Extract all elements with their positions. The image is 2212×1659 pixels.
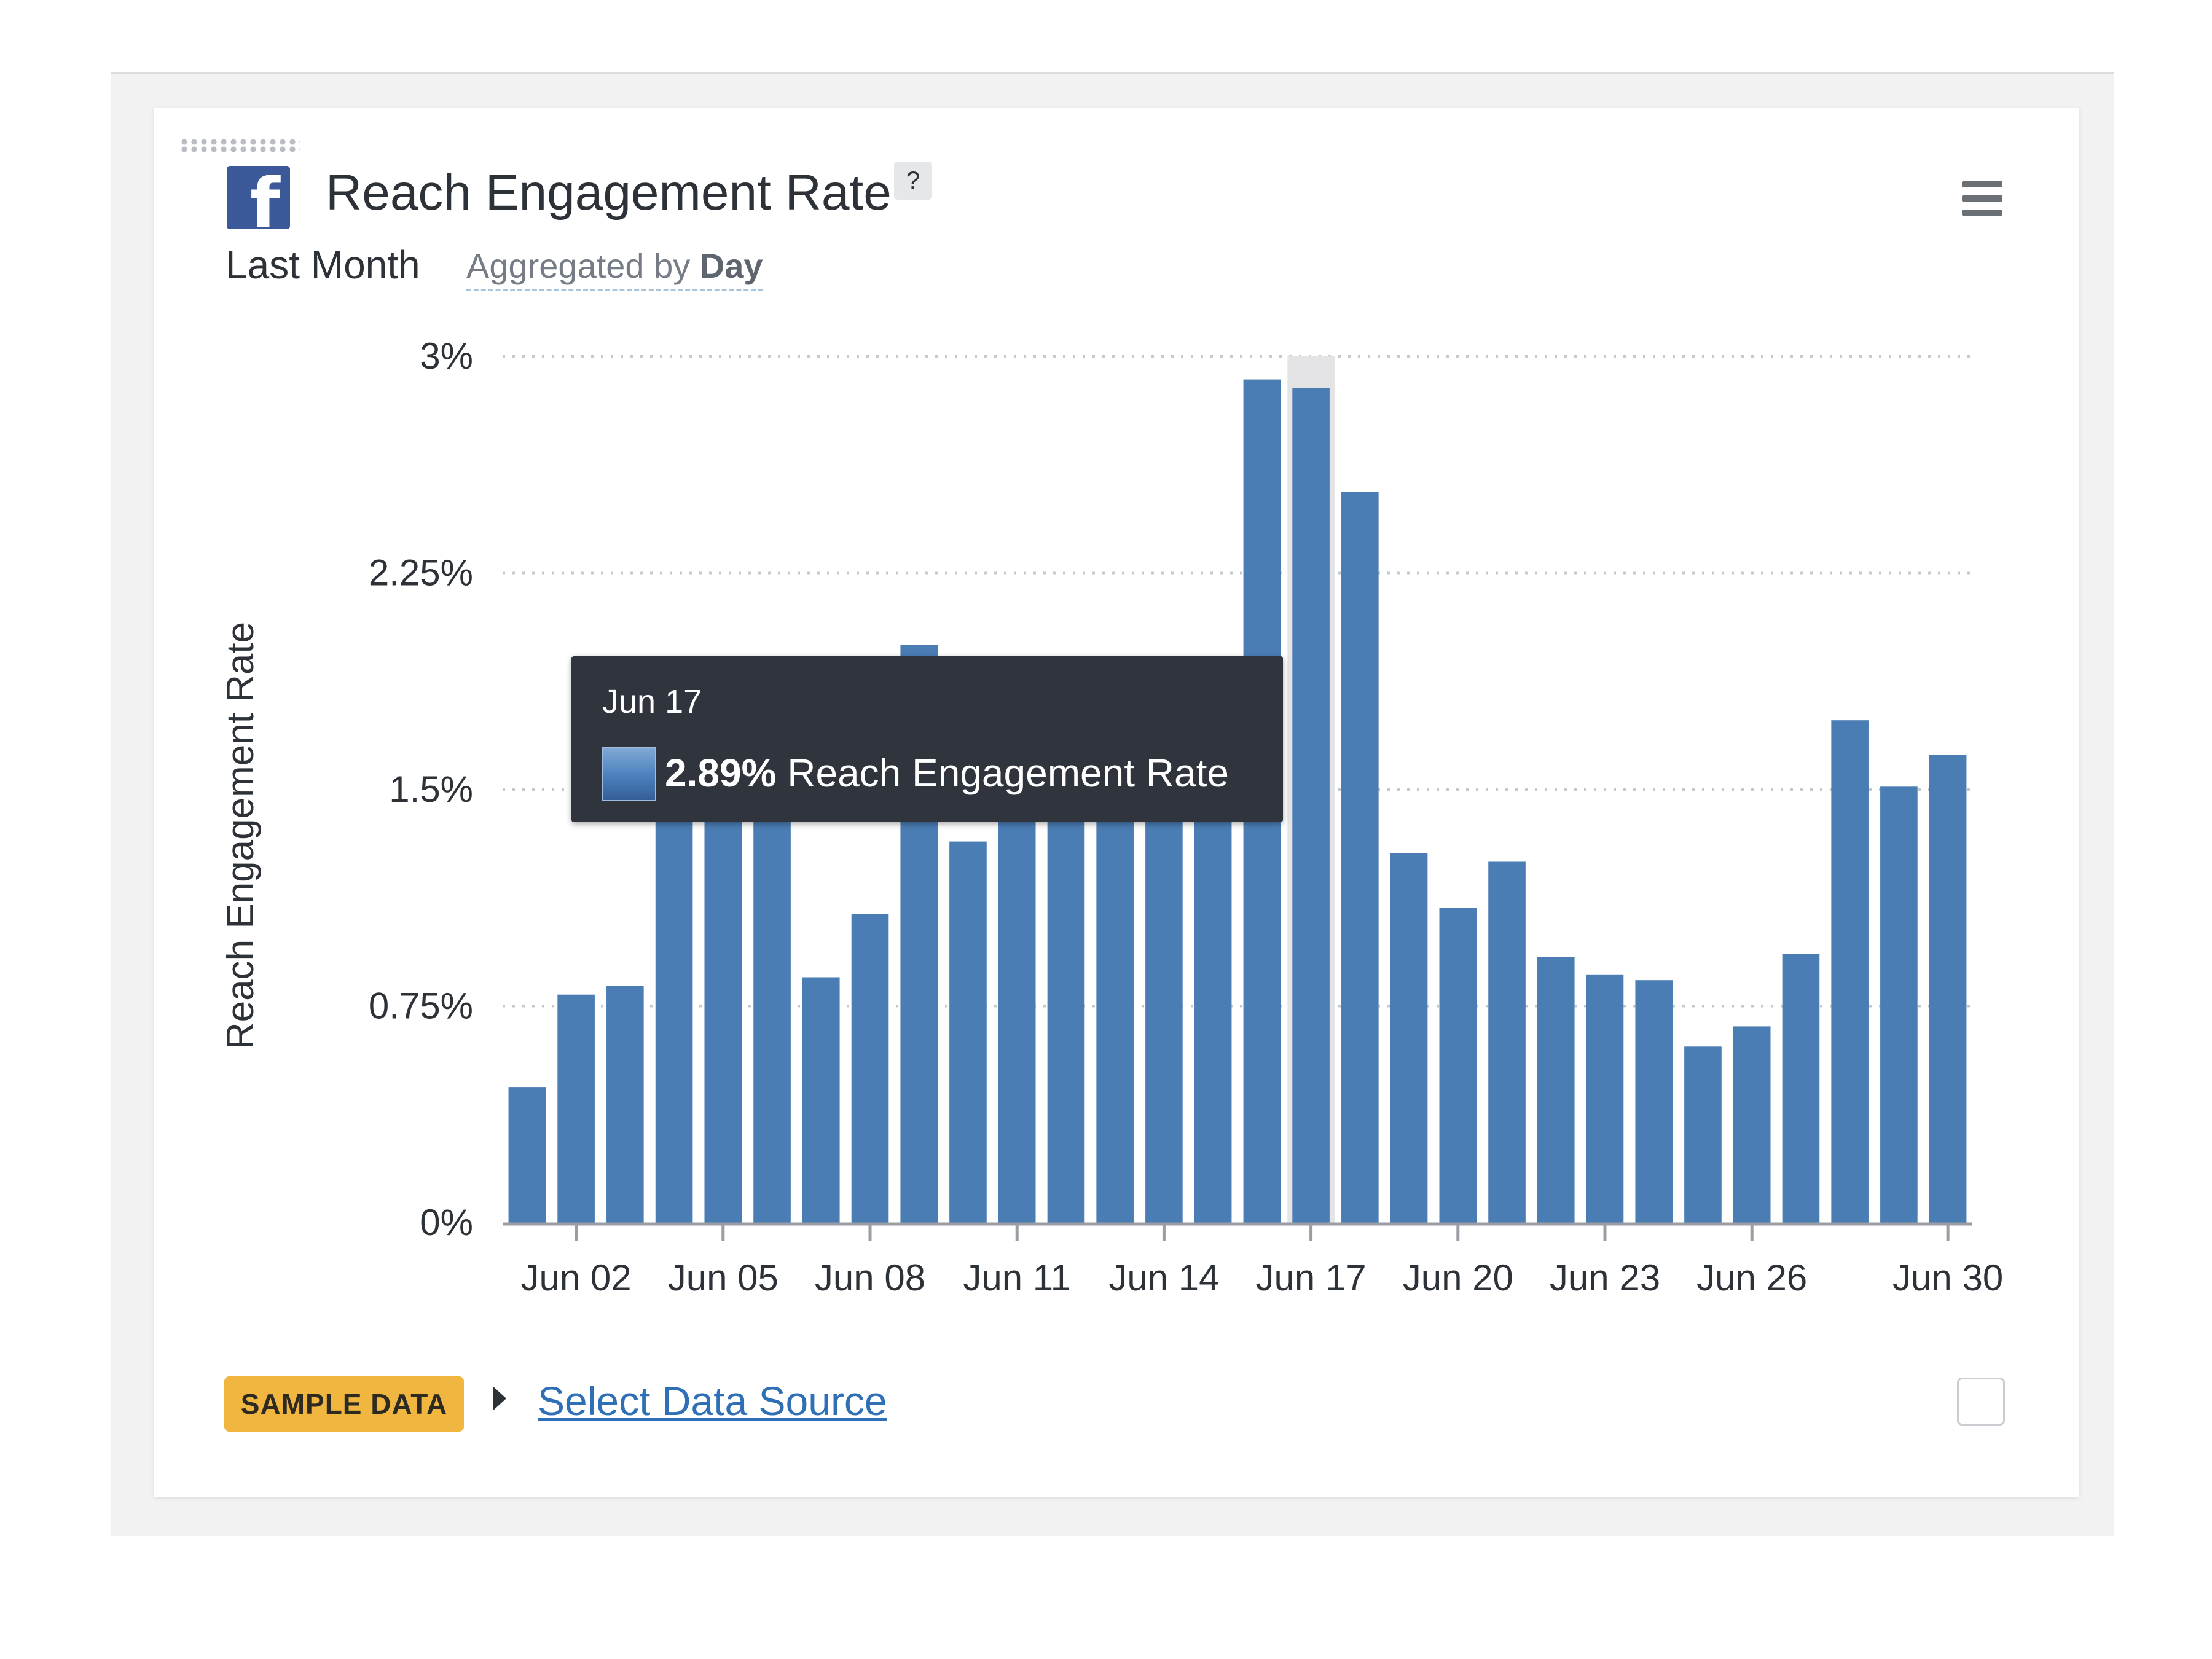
bar-jun-07 <box>802 977 840 1223</box>
bar-jun-12 <box>1047 821 1085 1223</box>
bar-jun-13 <box>1096 761 1134 1223</box>
x-tick-label: Jun 11 <box>963 1257 1071 1298</box>
bar-jun-17 <box>1292 388 1330 1223</box>
tooltip-series: Reach Engagement Rate <box>787 751 1229 795</box>
y-tick-label: 0% <box>420 1202 473 1243</box>
y-axis-title: Reach Engagement Rate <box>219 622 262 1049</box>
facebook-logo-icon: f <box>227 166 290 229</box>
y-tick-label: 3% <box>420 335 473 377</box>
axes: 0% 0.75% 1.5% 2.25% 3% Jun 02 Jun 05 Jun 08 Jun … <box>369 335 2003 1298</box>
tooltip-date: Jun 17 <box>602 683 702 720</box>
bar-jun-18 <box>1341 492 1379 1223</box>
bar-jun-08 <box>851 914 889 1223</box>
sample-data-badge: SAMPLE DATA <box>224 1376 464 1432</box>
y-tick-label: 0.75% <box>369 986 473 1027</box>
y-tick-label: 1.5% <box>389 769 473 810</box>
bar-jun-20 <box>1439 908 1477 1223</box>
x-tick-label: Jun 08 <box>815 1257 925 1298</box>
bar-jun-10 <box>949 841 987 1223</box>
hamburger-menu-icon[interactable] <box>1962 181 2002 216</box>
bar-jun-19 <box>1390 853 1428 1223</box>
x-tick-label: Jun 14 <box>1108 1257 1219 1298</box>
tooltip: Jun 17 2.89% Reach Engagement Rate <box>571 656 1283 822</box>
bar-jun-27 <box>1782 954 1820 1223</box>
bar-jun-22 <box>1537 957 1575 1223</box>
bar-jun-03 <box>606 986 644 1223</box>
tooltip-series-swatch <box>602 747 656 801</box>
x-tick-label: Jun 26 <box>1696 1257 1807 1298</box>
bar-jun-06 <box>753 775 791 1223</box>
y-tick-label: 2.25% <box>369 552 473 594</box>
x-tick-label: Jun 17 <box>1256 1257 1367 1298</box>
aggregation-selector[interactable]: Aggregated by Day <box>466 245 763 291</box>
caret-right-icon[interactable] <box>493 1386 506 1411</box>
x-tick-label: Jun 30 <box>1892 1257 2003 1298</box>
widget-title: Reach Engagement Rate <box>326 165 892 221</box>
bar-jun-23 <box>1586 974 1624 1223</box>
bar-jun-04 <box>655 761 693 1223</box>
bar-jun-25 <box>1684 1046 1722 1223</box>
bar-jun-21 <box>1488 861 1526 1223</box>
bar-jun-24 <box>1635 980 1673 1223</box>
bar-jun-05 <box>704 790 742 1223</box>
bar-jun-26 <box>1733 1026 1771 1223</box>
tooltip-value-line: 2.89% Reach Engagement Rate <box>665 748 1229 798</box>
x-tick-label: Jun 23 <box>1550 1257 1660 1298</box>
help-button[interactable]: ? <box>894 162 932 200</box>
widget-checkbox[interactable] <box>1957 1378 2005 1426</box>
facebook-logo-glyph: f <box>250 166 280 229</box>
bar-jun-01 <box>508 1087 546 1223</box>
bar-jun-02 <box>557 994 595 1223</box>
bar-jun-30 <box>1929 755 1967 1223</box>
x-tick-label: Jun 02 <box>521 1257 632 1298</box>
bar-jun-29 <box>1880 786 1918 1223</box>
bars <box>508 356 1967 1223</box>
aggregation-value: Day <box>699 246 763 285</box>
select-data-source-link[interactable]: Select Data Source <box>538 1378 887 1424</box>
tooltip-value: 2.89% <box>665 751 777 795</box>
x-tick-label: Jun 05 <box>668 1257 779 1298</box>
x-tick-label: Jun 20 <box>1403 1257 1513 1298</box>
aggregation-prefix: Aggregated by <box>466 246 691 285</box>
drag-handle-icon[interactable] <box>179 138 300 153</box>
bar-jun-11 <box>998 761 1036 1223</box>
period-label: Last Month <box>226 243 420 287</box>
bar-jun-28 <box>1831 720 1869 1223</box>
bar-jun-14 <box>1145 755 1183 1223</box>
